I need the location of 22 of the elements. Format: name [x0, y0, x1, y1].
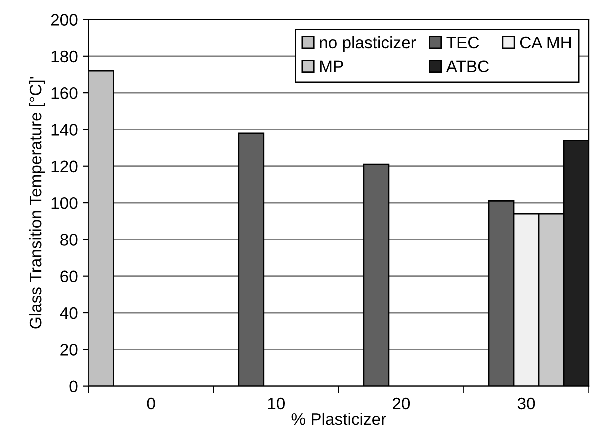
x-axis-title: % Plasticizer	[292, 412, 386, 426]
y-tick-label: 180	[52, 50, 78, 63]
x-tick-label: 0	[147, 398, 156, 410]
legend-label: TEC	[446, 36, 480, 49]
y-tick-label: 0	[70, 380, 78, 393]
y-tick-label: 60	[60, 270, 78, 283]
y-tick-label: 20	[60, 344, 78, 356]
x-tick-label: 10	[268, 398, 286, 410]
x-tick-label: 30	[518, 398, 536, 410]
y-axis-title: Glass Transition Temperature [°C]'	[29, 77, 46, 329]
y-tick-label: 140	[52, 124, 78, 136]
y-tick-label: 200	[51, 14, 78, 26]
legend-label: CA MH	[520, 36, 572, 49]
legend-label: no plasticizer	[320, 36, 416, 52]
y-tick-label: 80	[60, 234, 78, 246]
y-tick-label: 100	[52, 197, 78, 210]
legend-label: MP	[320, 60, 344, 72]
x-tick-label: 20	[393, 398, 410, 410]
y-tick-label: 120	[52, 160, 78, 173]
y-tick-label: 40	[60, 307, 78, 320]
y-tick-label: 160	[52, 87, 78, 100]
legend-label: ATBC	[446, 60, 489, 73]
